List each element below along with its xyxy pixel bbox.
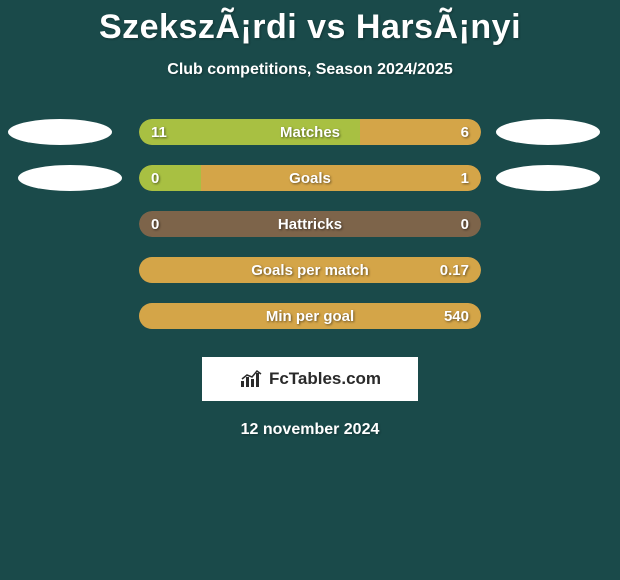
stat-label: Hattricks — [278, 216, 342, 233]
stat-value-left: 11 — [151, 124, 167, 141]
bar-fill-left — [139, 165, 201, 191]
player-badge-right — [496, 119, 600, 145]
stat-value-left: 0 — [151, 216, 159, 233]
stat-value-right: 1 — [461, 170, 469, 187]
player-badge-left — [18, 165, 122, 191]
stat-bar: Min per goal 540 — [139, 303, 481, 329]
stat-value-left: 0 — [151, 170, 159, 187]
stat-rows: 11 Matches 6 0 Goals 1 0 Hattricks 0 Goals per ma… — [0, 119, 620, 329]
stat-row: 11 Matches 6 — [0, 119, 620, 145]
date-label: 12 november 2024 — [0, 421, 620, 439]
stat-row: 0 Hattricks 0 — [0, 211, 620, 237]
stat-label: Min per goal — [266, 308, 354, 325]
stat-value-right: 540 — [444, 308, 469, 325]
stat-row: 0 Goals 1 — [0, 165, 620, 191]
subtitle: Club competitions, Season 2024/2025 — [0, 61, 620, 79]
stat-value-right: 0 — [461, 216, 469, 233]
bar-fill-right — [201, 165, 481, 191]
stat-value-right: 0.17 — [440, 262, 469, 279]
player-badge-right — [496, 165, 600, 191]
stat-label: Goals — [289, 170, 331, 187]
branding-text: FcTables.com — [269, 369, 381, 389]
stat-bar: 0 Hattricks 0 — [139, 211, 481, 237]
page-title: SzekszÃ¡rdi vs HarsÃ¡nyi — [0, 8, 620, 47]
stat-value-right: 6 — [461, 124, 469, 141]
stat-label: Matches — [280, 124, 340, 141]
stat-bar: 0 Goals 1 — [139, 165, 481, 191]
stat-bar: Goals per match 0.17 — [139, 257, 481, 283]
stat-label: Goals per match — [251, 262, 369, 279]
stat-row: Min per goal 540 — [0, 303, 620, 329]
branding-badge[interactable]: FcTables.com — [202, 357, 418, 401]
comparison-card: SzekszÃ¡rdi vs HarsÃ¡nyi Club competitio… — [0, 0, 620, 439]
stat-row: Goals per match 0.17 — [0, 257, 620, 283]
chart-icon — [239, 369, 265, 389]
player-badge-left — [8, 119, 112, 145]
stat-bar: 11 Matches 6 — [139, 119, 481, 145]
